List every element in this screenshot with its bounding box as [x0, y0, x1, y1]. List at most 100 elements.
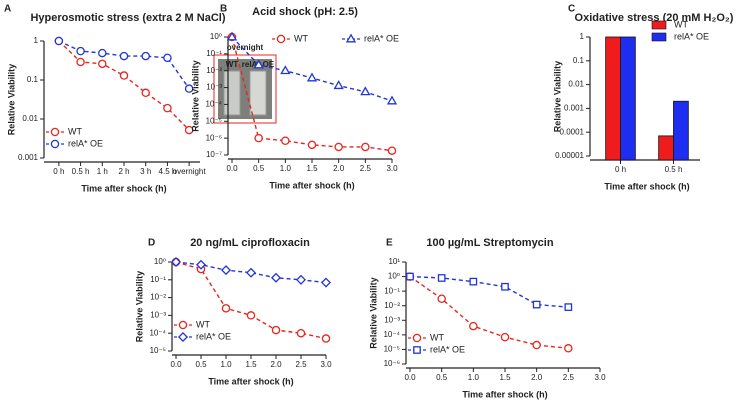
x-tick-label: 1.5: [245, 360, 257, 369]
x-tick-label: 1.0: [220, 360, 232, 369]
point: [296, 328, 306, 338]
legend-label: relA* OE: [430, 344, 465, 354]
point: [320, 277, 332, 288]
y-tick-label: 0.1: [27, 75, 39, 84]
legend-marker: [412, 333, 422, 343]
chart-title: Oxidative stress (20 mM H₂O₂): [575, 12, 734, 24]
point: [386, 95, 398, 105]
y-axis-label: Relative Viability: [190, 60, 200, 131]
legend-label: relA* OE: [364, 33, 399, 43]
point: [564, 303, 573, 311]
legend-label: relA* OE: [68, 138, 103, 148]
point: [163, 53, 172, 63]
legend-marker: [177, 331, 189, 343]
x-tick-label: overnight: [173, 167, 207, 176]
legend-marker: [178, 320, 188, 330]
point: [184, 125, 194, 135]
y-tick-label: 10⁻³: [150, 311, 166, 320]
point: [281, 136, 290, 146]
y-tick-label: 0.0001: [560, 127, 585, 136]
y-axis-label: Relative Viability: [552, 61, 562, 132]
x-tick-label: 1.0: [280, 164, 292, 173]
bar: [658, 135, 674, 161]
point: [360, 86, 371, 96]
x-tick-label: 0 h: [615, 165, 626, 174]
y-tick-label: 0.001: [18, 153, 39, 162]
point: [280, 65, 291, 75]
y-tick-label: 0.00001: [555, 151, 584, 160]
point: [437, 274, 446, 282]
point: [119, 51, 129, 61]
tube: [249, 70, 267, 116]
y-tick-label: 10⁻¹: [150, 275, 166, 284]
y-tick-label: 10⁰: [210, 32, 222, 41]
x-tick-label: 2.5: [360, 164, 372, 173]
x-tick-label: 3.0: [594, 373, 606, 382]
y-tick-label: 0.1: [573, 56, 585, 65]
point: [245, 267, 257, 278]
bar: [620, 36, 636, 161]
y-tick-label: 10⁻³: [206, 83, 222, 92]
legend-label: WT: [196, 319, 210, 329]
x-tick-label: 1.5: [306, 164, 318, 173]
point: [532, 300, 541, 309]
panel-letter: B: [220, 4, 227, 15]
x-tick-label: 0.5: [253, 164, 265, 173]
x-axis-label: Time after shock (h): [462, 389, 547, 399]
bar: [673, 100, 689, 161]
point: [271, 325, 281, 335]
chart-title: 20 ng/mL ciprofloxacin: [190, 237, 310, 249]
legend-marker: [345, 33, 357, 43]
point: [141, 51, 150, 61]
point: [469, 321, 478, 331]
panel: E 100 µg/mL Streptomycin Relative Viabilit…: [368, 237, 606, 399]
chart-title: 100 µg/mL Streptomycin: [426, 237, 553, 249]
y-tick-label: 10⁻⁵: [206, 116, 222, 125]
x-tick-label: 1 h: [97, 167, 108, 176]
point: [246, 311, 256, 320]
point: [501, 282, 509, 291]
legend-label: relA* OE: [674, 31, 709, 41]
point: [437, 294, 446, 304]
y-tick-label: 10⁻⁶: [384, 359, 400, 368]
panel-letter: A: [4, 4, 11, 15]
chart-title: Hyperosmotic stress (extra 2 M NaCl): [30, 12, 225, 24]
point: [220, 265, 232, 276]
y-tick-label: 10⁻²: [384, 301, 400, 310]
point: [361, 142, 370, 152]
x-tick-label: 1.5: [499, 373, 511, 382]
y-tick-label: 10⁻⁴: [149, 328, 166, 337]
y-tick-label: 10⁻⁶: [206, 133, 222, 142]
point: [184, 84, 194, 93]
legend-label: WT: [674, 19, 688, 29]
y-tick-label: 10⁻⁴: [383, 330, 400, 339]
legend-label: relA* OE: [196, 331, 231, 341]
legend-swatch: [651, 20, 667, 30]
point: [469, 277, 478, 286]
point: [270, 272, 282, 283]
x-tick-label: 0.5: [195, 360, 207, 369]
x-tick-label: 2.0: [270, 360, 282, 369]
x-tick-label: 0.5 h: [665, 165, 683, 174]
point: [76, 57, 85, 67]
inset-label: WT: [226, 60, 239, 69]
x-tick-label: 1.0: [468, 373, 480, 382]
x-tick-label: 0.5: [436, 373, 448, 382]
panel-letter: C: [568, 4, 575, 15]
x-tick-label: 2 h: [118, 167, 129, 176]
legend-label: WT: [68, 126, 82, 136]
y-tick-label: 1: [580, 32, 585, 41]
x-tick-label: 0.0: [404, 373, 416, 382]
point: [254, 133, 263, 143]
y-tick-label: 1: [34, 36, 39, 45]
x-tick-label: 2.0: [333, 164, 345, 173]
point: [333, 80, 344, 90]
y-tick-label: 10⁻⁵: [150, 346, 166, 355]
x-tick-label: 0 h: [53, 167, 64, 176]
point: [321, 334, 331, 343]
y-tick-label: 10¹: [388, 257, 400, 266]
y-tick-label: 10⁻²: [206, 66, 222, 75]
y-tick-label: 0.01: [22, 114, 38, 123]
series-line: [409, 275, 569, 308]
